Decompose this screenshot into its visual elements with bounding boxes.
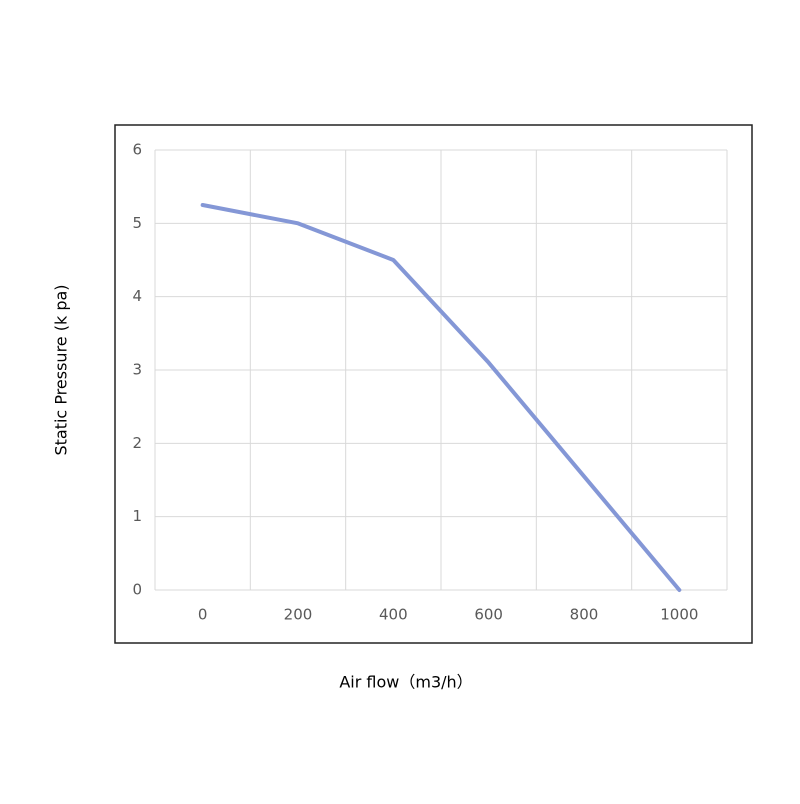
x-tick-label: 0: [198, 606, 208, 624]
y-tick-label: 5: [132, 214, 142, 232]
y-tick-label: 4: [132, 287, 142, 305]
x-tick-label: 800: [570, 606, 599, 624]
data-line: [200, 203, 682, 592]
y-tick-label: 2: [132, 434, 142, 452]
y-tick-label: 0: [132, 581, 142, 599]
x-tick-label: 600: [474, 606, 503, 624]
x-axis-title: Air flow（m3/h）: [339, 673, 472, 692]
y-tick-label: 3: [132, 361, 142, 379]
y-tick-label: 6: [132, 141, 142, 159]
chart-frame: [114, 124, 753, 644]
y-tick-label: 1: [132, 507, 142, 525]
x-tick-label: 200: [284, 606, 313, 624]
x-tick-label: 1000: [660, 606, 698, 624]
y-axis-title: Static Pressure (k pa): [52, 284, 71, 455]
x-tick-label: 400: [379, 606, 408, 624]
